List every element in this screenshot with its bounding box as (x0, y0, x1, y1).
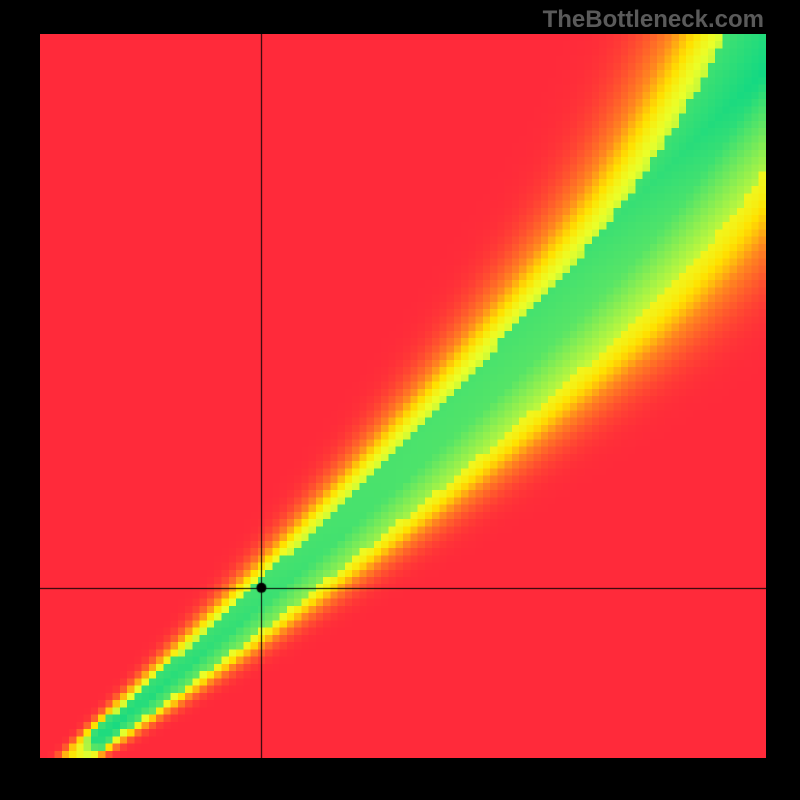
watermark-text: TheBottleneck.com (543, 6, 764, 34)
crosshair-overlay (40, 34, 766, 758)
figure-container: TheBottleneck.com (0, 0, 800, 800)
